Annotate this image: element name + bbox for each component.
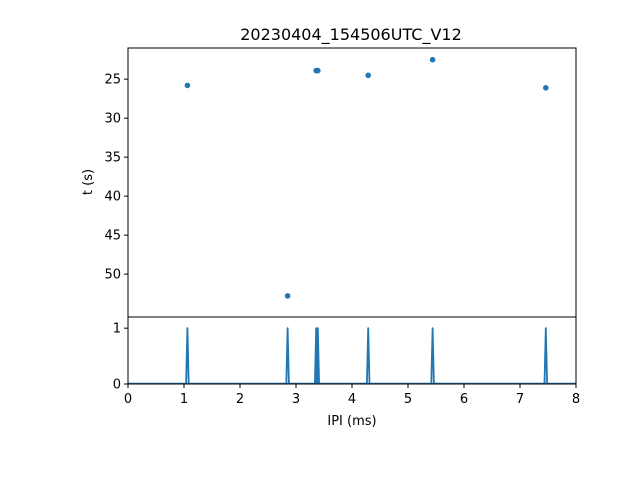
- x-tick-label-6: 6: [460, 392, 468, 407]
- x-tick-label-2: 2: [236, 392, 244, 407]
- x-tick-label-4: 4: [348, 392, 356, 407]
- x-tick-label-7: 7: [516, 392, 524, 407]
- scatter-point-0: [184, 82, 191, 89]
- scatter-y-tick-label-25: 25: [104, 73, 121, 88]
- scatter-point-4: [365, 72, 372, 79]
- scatter-points: [184, 56, 549, 299]
- histogram-y-tick-label-0: 0: [113, 378, 121, 393]
- ipi-spike-0: [185, 327, 190, 385]
- histogram-y-tick-label-1: 1: [113, 322, 121, 337]
- histogram-x-ticks: 0 1 2 3 4 5 6 7 8: [124, 384, 580, 407]
- x-tick-label-8: 8: [572, 392, 580, 407]
- histogram-axes-frame: [127, 316, 577, 385]
- scatter-axes: 20230404_154506UTC_V12 25 30 35 40 45 50 t (s…: [81, 25, 577, 318]
- chart-title: 20230404_154506UTC_V12: [240, 25, 462, 45]
- scatter-y-tick-label-30: 30: [104, 112, 121, 127]
- scatter-y-tick-label-45: 45: [104, 229, 121, 244]
- x-tick-label-0: 0: [124, 392, 132, 407]
- ipi-spike-1: [285, 327, 290, 385]
- ipi-spike-6: [543, 327, 548, 385]
- x-axis-label: IPI (ms): [327, 414, 376, 429]
- x-tick-label-5: 5: [404, 392, 412, 407]
- scatter-y-ticks: 25 30 35 40 45 50: [104, 73, 128, 283]
- scatter-y-tick-label-40: 40: [104, 190, 121, 205]
- scatter-point-5: [429, 56, 436, 63]
- scatter-point-6: [543, 85, 549, 91]
- scatter-y-tick-label-35: 35: [104, 151, 121, 166]
- ipi-spike-4: [366, 327, 371, 385]
- scatter-y-tick-label-50: 50: [104, 268, 121, 283]
- ipi-spike-5: [430, 327, 435, 385]
- histogram-y-ticks: 01: [113, 322, 128, 393]
- ipi-spike-3: [315, 327, 320, 385]
- x-tick-label-1: 1: [180, 392, 188, 407]
- x-tick-label-3: 3: [292, 392, 300, 407]
- scatter-point-3: [315, 67, 321, 74]
- scatter-y-axis-label: t (s): [81, 169, 96, 195]
- scatter-point-1: [284, 293, 291, 299]
